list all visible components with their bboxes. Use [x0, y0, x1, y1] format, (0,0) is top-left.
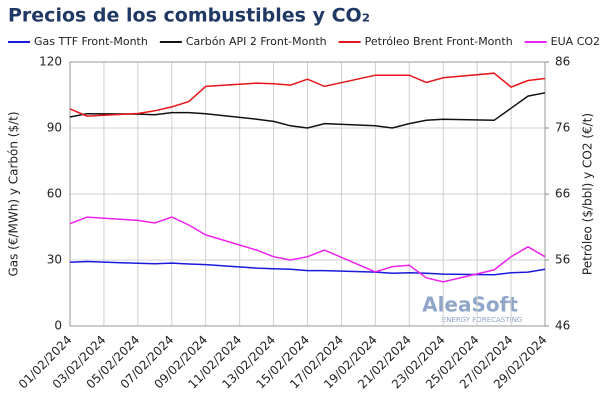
- watermark: AleaSoft: [422, 293, 518, 317]
- y-tick-label: 30: [47, 253, 62, 267]
- chart-title: Precios de los combustibles y CO₂: [8, 5, 370, 27]
- series-line: [69, 72, 546, 117]
- watermark-sub: ENERGY FORECASTING: [442, 316, 522, 324]
- y2-axis-label: Petróleo ($/bbl) y CO2 (€/t): [581, 113, 595, 275]
- y2-tick-label: 66: [555, 187, 570, 201]
- y2-tick-label: 56: [555, 253, 570, 267]
- series-line: [69, 216, 546, 283]
- y-tick-label: 60: [47, 187, 62, 201]
- y2-tick-label: 86: [555, 55, 570, 69]
- y2-tick-label: 46: [555, 319, 570, 333]
- y-tick-label: 0: [54, 319, 62, 333]
- y-tick-label: 90: [47, 121, 62, 135]
- series-line: [69, 92, 546, 129]
- legend-label: Carbón API 2 Front-Month: [186, 35, 327, 48]
- y-tick-label: 120: [39, 55, 62, 69]
- legend-label: Gas TTF Front-Month: [34, 35, 148, 48]
- y-axis-label: Gas (€/MWh) y Carbón ($/t): [7, 111, 21, 276]
- plot-frame: [69, 61, 546, 327]
- legend-label: EUA CO2 Dic-2024: [551, 35, 600, 48]
- y2-tick-label: 76: [555, 121, 570, 135]
- legend-label: Petróleo Brent Front-Month: [365, 35, 513, 48]
